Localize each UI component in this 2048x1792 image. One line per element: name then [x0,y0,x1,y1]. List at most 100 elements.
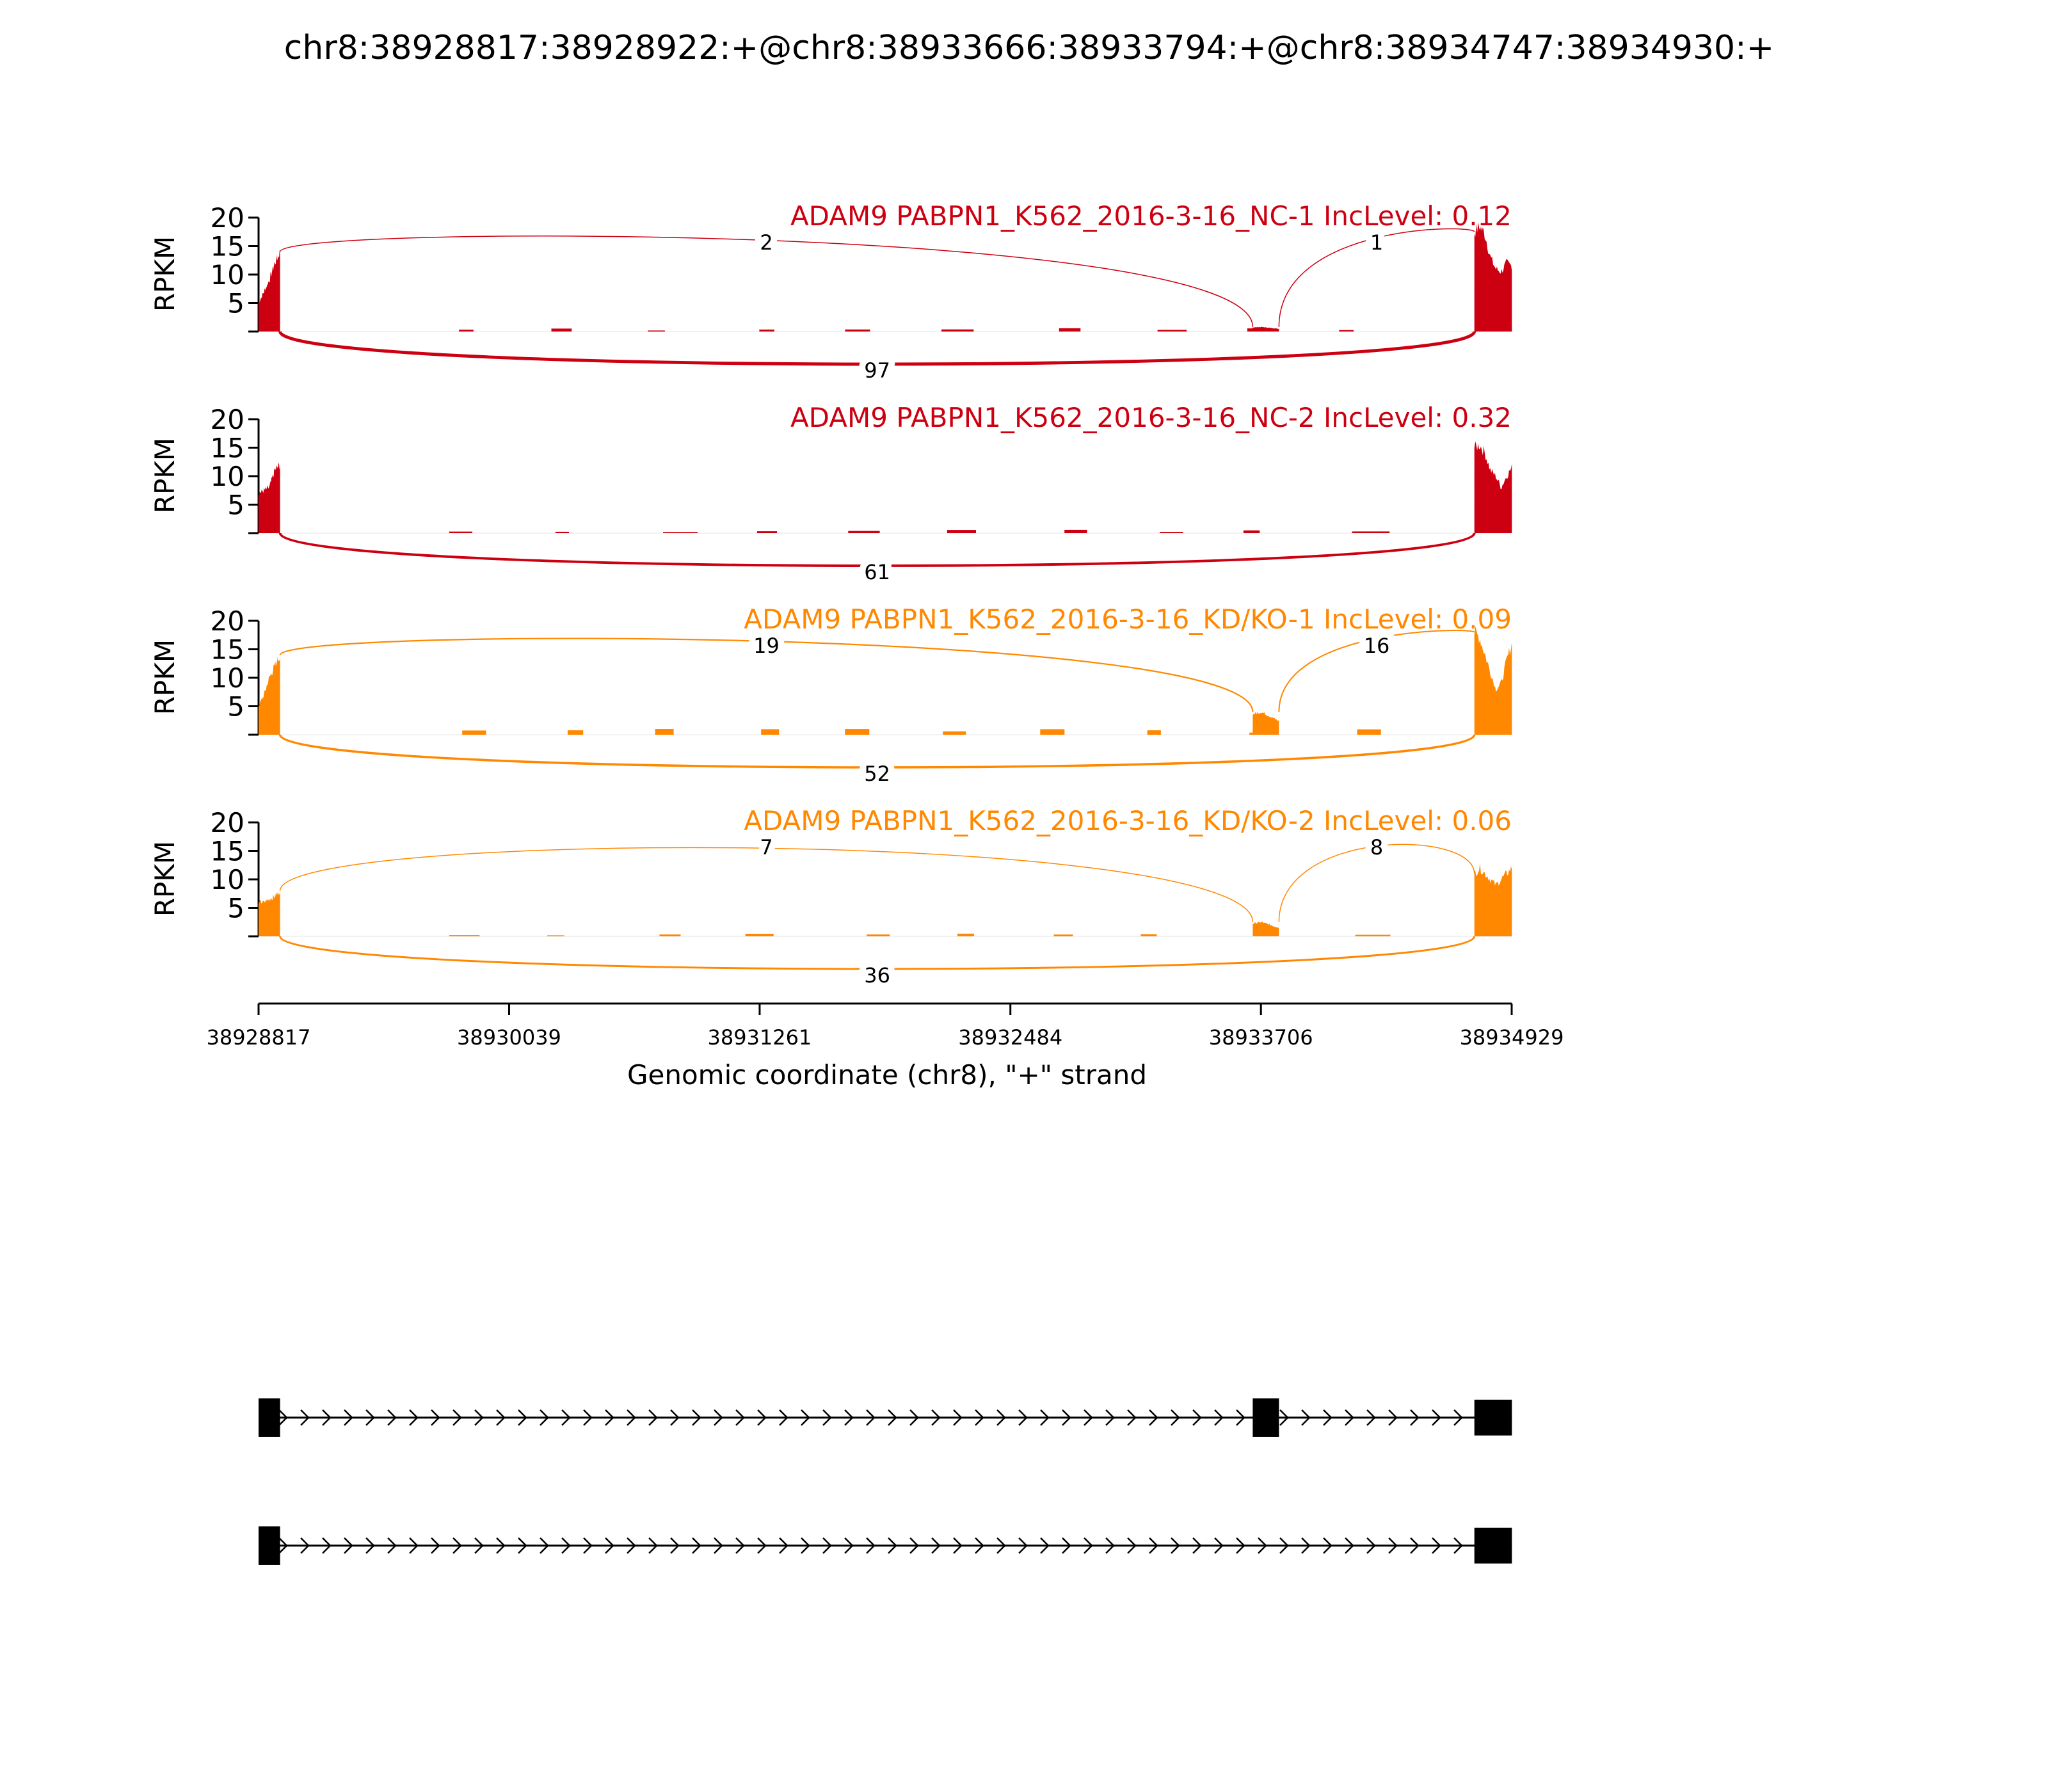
strand-arrow [757,1537,767,1554]
coverage-intron [551,328,572,332]
coverage-intron [957,933,974,936]
coverage-intron [1064,529,1087,533]
strand-arrow [1279,1537,1289,1554]
exon-block [1252,1398,1279,1437]
strand-arrow [692,1409,701,1426]
isoform-1 [259,1398,1512,1437]
strand-arrow [822,1409,832,1426]
y-tick-label: 10 [211,259,244,291]
coverage-intron [1157,330,1187,332]
junction-count-label: 52 [864,762,890,786]
strand-arrow [365,1409,375,1426]
strand-arrow [474,1409,484,1426]
coverage-intron [745,934,774,936]
isoform-2 [259,1526,1512,1565]
strand-arrow [779,1409,788,1426]
strand-arrow [1149,1537,1158,1554]
strand-arrow [975,1537,984,1554]
y-tick-label: 15 [211,634,244,666]
y-tick-label: 20 [211,807,244,838]
strand-arrow [735,1537,745,1554]
y-tick-label: 20 [211,202,244,234]
strand-arrow [1214,1537,1224,1554]
strand-arrow [518,1409,527,1426]
coverage-intron [1357,729,1381,735]
y-tick-label: 5 [227,691,244,723]
strand-arrow [365,1537,375,1554]
panel-title: ADAM9 PABPN1_K562_2016-3-16_KD/KO-1 IncL… [744,604,1512,635]
strand-arrow [1084,1409,1093,1426]
strand-arrow [278,1537,288,1554]
strand-arrow [605,1537,614,1554]
junction-count-label: 8 [1370,835,1383,860]
coverage-intron [449,935,480,936]
y-axis-label: RPKM [149,841,180,916]
y-tick-label: 10 [211,662,244,694]
figure-title: chr8:38928817:38928922:+@chr8:38933666:3… [284,29,1774,67]
coverage-exon1 [259,657,280,735]
strand-arrow [540,1537,549,1554]
strand-arrow [757,1409,767,1426]
strand-arrow [931,1537,941,1554]
strand-arrow [431,1409,440,1426]
strand-arrow [1301,1409,1311,1426]
panel-title: ADAM9 PABPN1_K562_2016-3-16_NC-1 IncLeve… [790,200,1512,232]
strand-arrow [344,1537,353,1554]
x-axis: 38928817 38930039 38931261 38932484 38933706… [207,1002,1564,1050]
strand-arrow [735,1409,745,1426]
exon-block [1474,1400,1512,1436]
panel-title: ADAM9 PABPN1_K562_2016-3-16_KD/KO-2 IncL… [744,805,1512,836]
coverage-exon1 [259,463,280,533]
strand-arrow [648,1537,658,1554]
strand-arrow [1192,1537,1202,1554]
strand-arrow [1062,1409,1071,1426]
strand-arrow [1345,1409,1354,1426]
coverage-intron [659,934,681,936]
strand-arrow [1018,1537,1028,1554]
coverage-intron [1053,934,1073,936]
coverage-intron [848,531,880,533]
strand-arrow [714,1409,723,1426]
strand-arrow [1040,1409,1050,1426]
y-tick-label: 10 [211,461,244,492]
strand-arrow [975,1409,984,1426]
coverage-intron [941,329,974,332]
coverage-intron [1059,328,1081,332]
strand-arrow [409,1409,419,1426]
x-tick-label: 38931261 [708,1025,812,1050]
strand-arrow [452,1537,462,1554]
y-tick-label: 5 [227,288,244,319]
junction-count-label: 61 [864,560,890,584]
strand-arrow [1279,1409,1289,1426]
coverage-intron [1243,530,1260,533]
junction-arc [1278,630,1475,712]
strand-arrow [387,1537,397,1554]
coverage-exon2 [1252,922,1279,936]
y-tick-label: 5 [227,490,244,521]
strand-arrow [474,1537,484,1554]
strand-arrow [1323,1409,1332,1426]
coverage-intron [462,730,486,735]
strand-arrow [888,1409,897,1426]
junction-arc [279,847,1254,922]
y-tick-label: 15 [211,433,244,464]
strand-arrow [801,1409,810,1426]
strand-arrow [1084,1537,1093,1554]
strand-arrow [1236,1409,1245,1426]
junction-count-label: 2 [760,230,772,255]
y-tick-label: 20 [211,605,244,637]
junction-arc [278,532,1476,567]
junction-count-label: 16 [1364,634,1390,658]
y-tick-label: 10 [211,864,244,895]
strand-arrow [1388,1409,1398,1426]
strand-arrow [1236,1537,1245,1554]
isoform-track [259,1398,1512,1565]
coverage-exon1 [259,250,280,332]
coverage-intron [756,531,778,533]
junction-arc [1278,228,1475,327]
coverage-intron [759,329,774,332]
